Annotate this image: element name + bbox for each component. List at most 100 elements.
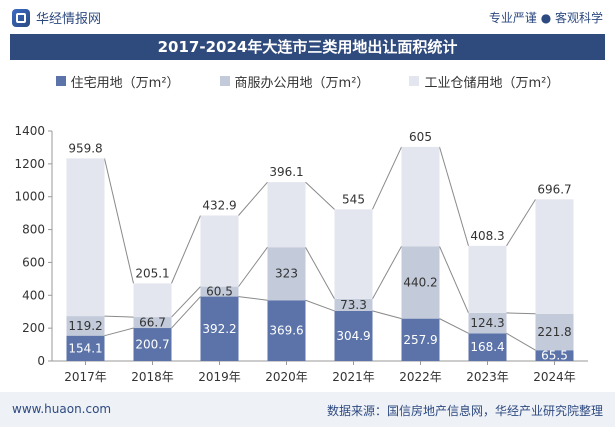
legend-swatch-commercial	[219, 76, 230, 86]
connector-line	[171, 296, 201, 329]
y-tick-label: 200	[22, 321, 45, 335]
bar-segment	[200, 215, 239, 287]
connector-line	[305, 181, 335, 210]
bar-segment	[401, 246, 440, 319]
data-label: 396.1	[269, 165, 303, 179]
bar-segment	[267, 247, 306, 301]
legend-label-residential: 住宅用地（万m²）	[70, 75, 180, 91]
data-label: 221.8	[537, 325, 571, 339]
connector-line	[171, 215, 201, 284]
x-tick-label: 2018年	[131, 370, 174, 384]
bar-segment	[334, 298, 373, 311]
data-label: 696.7	[537, 182, 571, 196]
bar-segment	[66, 335, 105, 361]
connector-line	[372, 146, 402, 210]
y-tick-label: 1000	[14, 190, 45, 204]
bar-segment	[401, 318, 440, 361]
bar-segment	[133, 317, 172, 329]
bar-segment	[66, 158, 105, 317]
data-label: 257.9	[403, 333, 437, 347]
connector-line	[305, 299, 335, 312]
data-label: 408.3	[470, 229, 504, 243]
footer: www.huaon.com 数据来源：国信房地产信息网，华经产业研究院整理	[0, 392, 615, 427]
connector-line	[506, 312, 536, 315]
data-label: 545	[342, 192, 365, 206]
brand-logo-icon	[12, 8, 30, 27]
connector-line	[506, 199, 536, 247]
y-tick-label: 1400	[14, 124, 45, 138]
y-tick-label: 600	[22, 255, 45, 269]
bar-segment	[535, 350, 574, 361]
legend-swatch-industrial	[409, 76, 420, 86]
bar-segment	[200, 286, 239, 297]
bar-segment	[334, 209, 373, 299]
data-label: 124.3	[470, 316, 504, 330]
bar-segment	[267, 182, 306, 248]
brand-name: 华经情报网	[36, 12, 102, 27]
connector-line	[238, 246, 268, 287]
chart-title: 2017-2024年大连市三类用地出让面积统计	[10, 34, 605, 60]
data-label: 65.5	[541, 349, 568, 363]
legend-swatch-residential	[55, 76, 66, 86]
data-label: 304.9	[336, 329, 370, 343]
data-label: 168.4	[470, 340, 504, 354]
x-tick-label: 2022年	[399, 370, 442, 384]
data-label: 959.8	[68, 141, 102, 155]
connector-line	[439, 246, 469, 314]
bar-segment	[66, 316, 105, 336]
connector-line	[104, 315, 134, 318]
tagline: 专业严谨 ● 客观科学	[488, 11, 603, 25]
data-label: 392.2	[202, 322, 236, 336]
y-tick-label: 0	[37, 354, 45, 368]
connector-line	[439, 318, 469, 334]
footer-website: www.huaon.com	[12, 402, 112, 416]
connector-line	[171, 286, 201, 318]
legend-item-residential: 住宅用地（万m²）	[55, 70, 180, 92]
data-label: 369.6	[269, 324, 303, 338]
data-label: 432.9	[202, 199, 236, 213]
connector-line	[372, 310, 402, 320]
bar-segment	[334, 310, 373, 361]
x-tick-label: 2023年	[466, 370, 509, 384]
data-label: 119.2	[68, 319, 102, 333]
brand: 华经情报网	[12, 8, 101, 27]
connector-line	[104, 327, 134, 337]
x-tick-label: 2020年	[265, 370, 308, 384]
bar-segment	[200, 296, 239, 361]
data-label: 154.1	[68, 341, 102, 355]
bar-segment	[468, 312, 507, 334]
data-label: 66.7	[139, 316, 166, 330]
bar-segment	[468, 333, 507, 361]
connector-line	[238, 181, 268, 216]
connector-line	[305, 246, 335, 300]
bar-segment	[535, 313, 574, 351]
bar-segment	[468, 245, 507, 313]
bar-segment	[535, 199, 574, 314]
x-tick-label: 2019年	[198, 370, 241, 384]
y-tick-label: 400	[22, 288, 45, 302]
connector-line	[104, 158, 134, 284]
bar-segment	[133, 283, 172, 318]
x-tick-label: 2021年	[332, 370, 375, 384]
data-label: 440.2	[403, 275, 437, 289]
x-tick-label: 2024年	[533, 370, 576, 384]
bar-segment	[133, 328, 172, 361]
chart-legend: 住宅用地（万m²） 商服办公用地（万m²） 工业仓储用地（万m²）	[0, 70, 615, 92]
legend-label-commercial: 商服办公用地（万m²）	[234, 75, 370, 91]
data-label: 605	[409, 130, 432, 144]
data-label: 200.7	[135, 338, 169, 352]
legend-item-industrial: 工业仓储用地（万m²）	[409, 70, 559, 92]
legend-item-commercial: 商服办公用地（万m²）	[219, 70, 370, 92]
legend-label-industrial: 工业仓储用地（万m²）	[424, 75, 560, 91]
data-label: 323	[275, 267, 298, 281]
data-label: 73.3	[340, 298, 367, 312]
connector-line	[238, 296, 268, 301]
connector-line	[439, 146, 469, 246]
connector-line	[372, 246, 402, 300]
stacked-bar-chart: 0 200 400 600 800 1000 1200 1400 154.1 119.2 959.8…	[14, 124, 588, 384]
y-tick-label: 800	[22, 223, 45, 237]
connector-line	[506, 332, 536, 351]
data-label: 60.5	[206, 285, 233, 299]
footer-source: 数据来源：国信房地产信息网，华经产业研究院整理	[326, 404, 603, 418]
x-tick-label: 2017年	[64, 370, 107, 384]
